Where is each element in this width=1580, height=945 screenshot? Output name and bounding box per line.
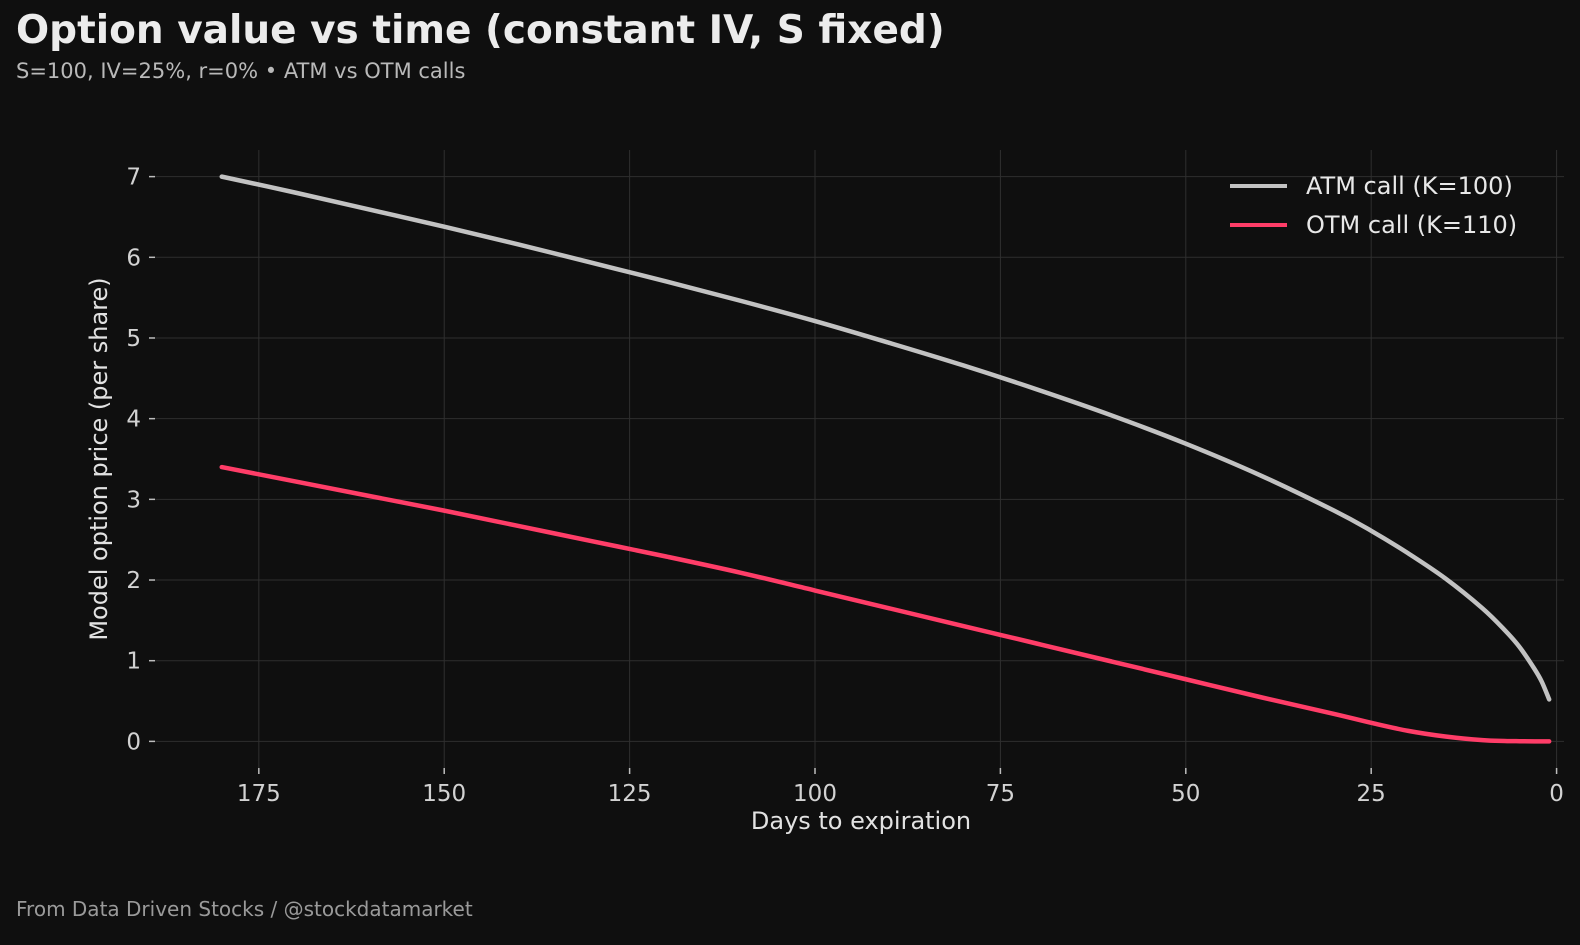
series-line-otm (219, 464, 1552, 744)
grid-layer (155, 150, 1564, 768)
legend: ATM call (K=100) OTM call (K=110) (1230, 172, 1517, 239)
y-tick-label: 1 (126, 649, 141, 675)
legend-label-otm: OTM call (K=110) (1306, 211, 1517, 239)
y-tick-label: 3 (126, 487, 141, 513)
x-axis-label: Days to expiration (751, 807, 971, 835)
y-tick-label: 0 (126, 729, 141, 755)
y-tick-label: 4 (126, 407, 141, 433)
y-tick-label: 6 (126, 245, 141, 271)
series-layer (219, 174, 1552, 744)
x-tick-label: 50 (1171, 781, 1200, 807)
chart-subtitle: S=100, IV=25%, r=0% • ATM vs OTM calls (16, 59, 466, 83)
y-tick-label: 7 (126, 165, 141, 191)
x-tick-label: 75 (986, 781, 1015, 807)
footer-credit: From Data Driven Stocks / @stockdatamark… (16, 897, 473, 921)
x-tick-label: 150 (422, 781, 466, 807)
x-tick-label: 0 (1549, 781, 1564, 807)
chart-title: Option value vs time (constant IV, S fix… (16, 8, 945, 53)
x-tick-label: 25 (1357, 781, 1386, 807)
tick-layer: 175 150 125 100 75 50 25 0 0 1 2 3 4 5 6 7 (126, 165, 1564, 807)
x-tick-label: 175 (237, 781, 281, 807)
legend-label-atm: ATM call (K=100) (1306, 172, 1513, 200)
x-tick-label: 100 (793, 781, 837, 807)
y-tick-label: 2 (126, 568, 141, 594)
series-line-atm (219, 174, 1552, 702)
x-tick-label: 125 (608, 781, 652, 807)
y-axis-label: Model option price (per share) (85, 277, 113, 640)
y-tick-label: 5 (126, 326, 141, 352)
